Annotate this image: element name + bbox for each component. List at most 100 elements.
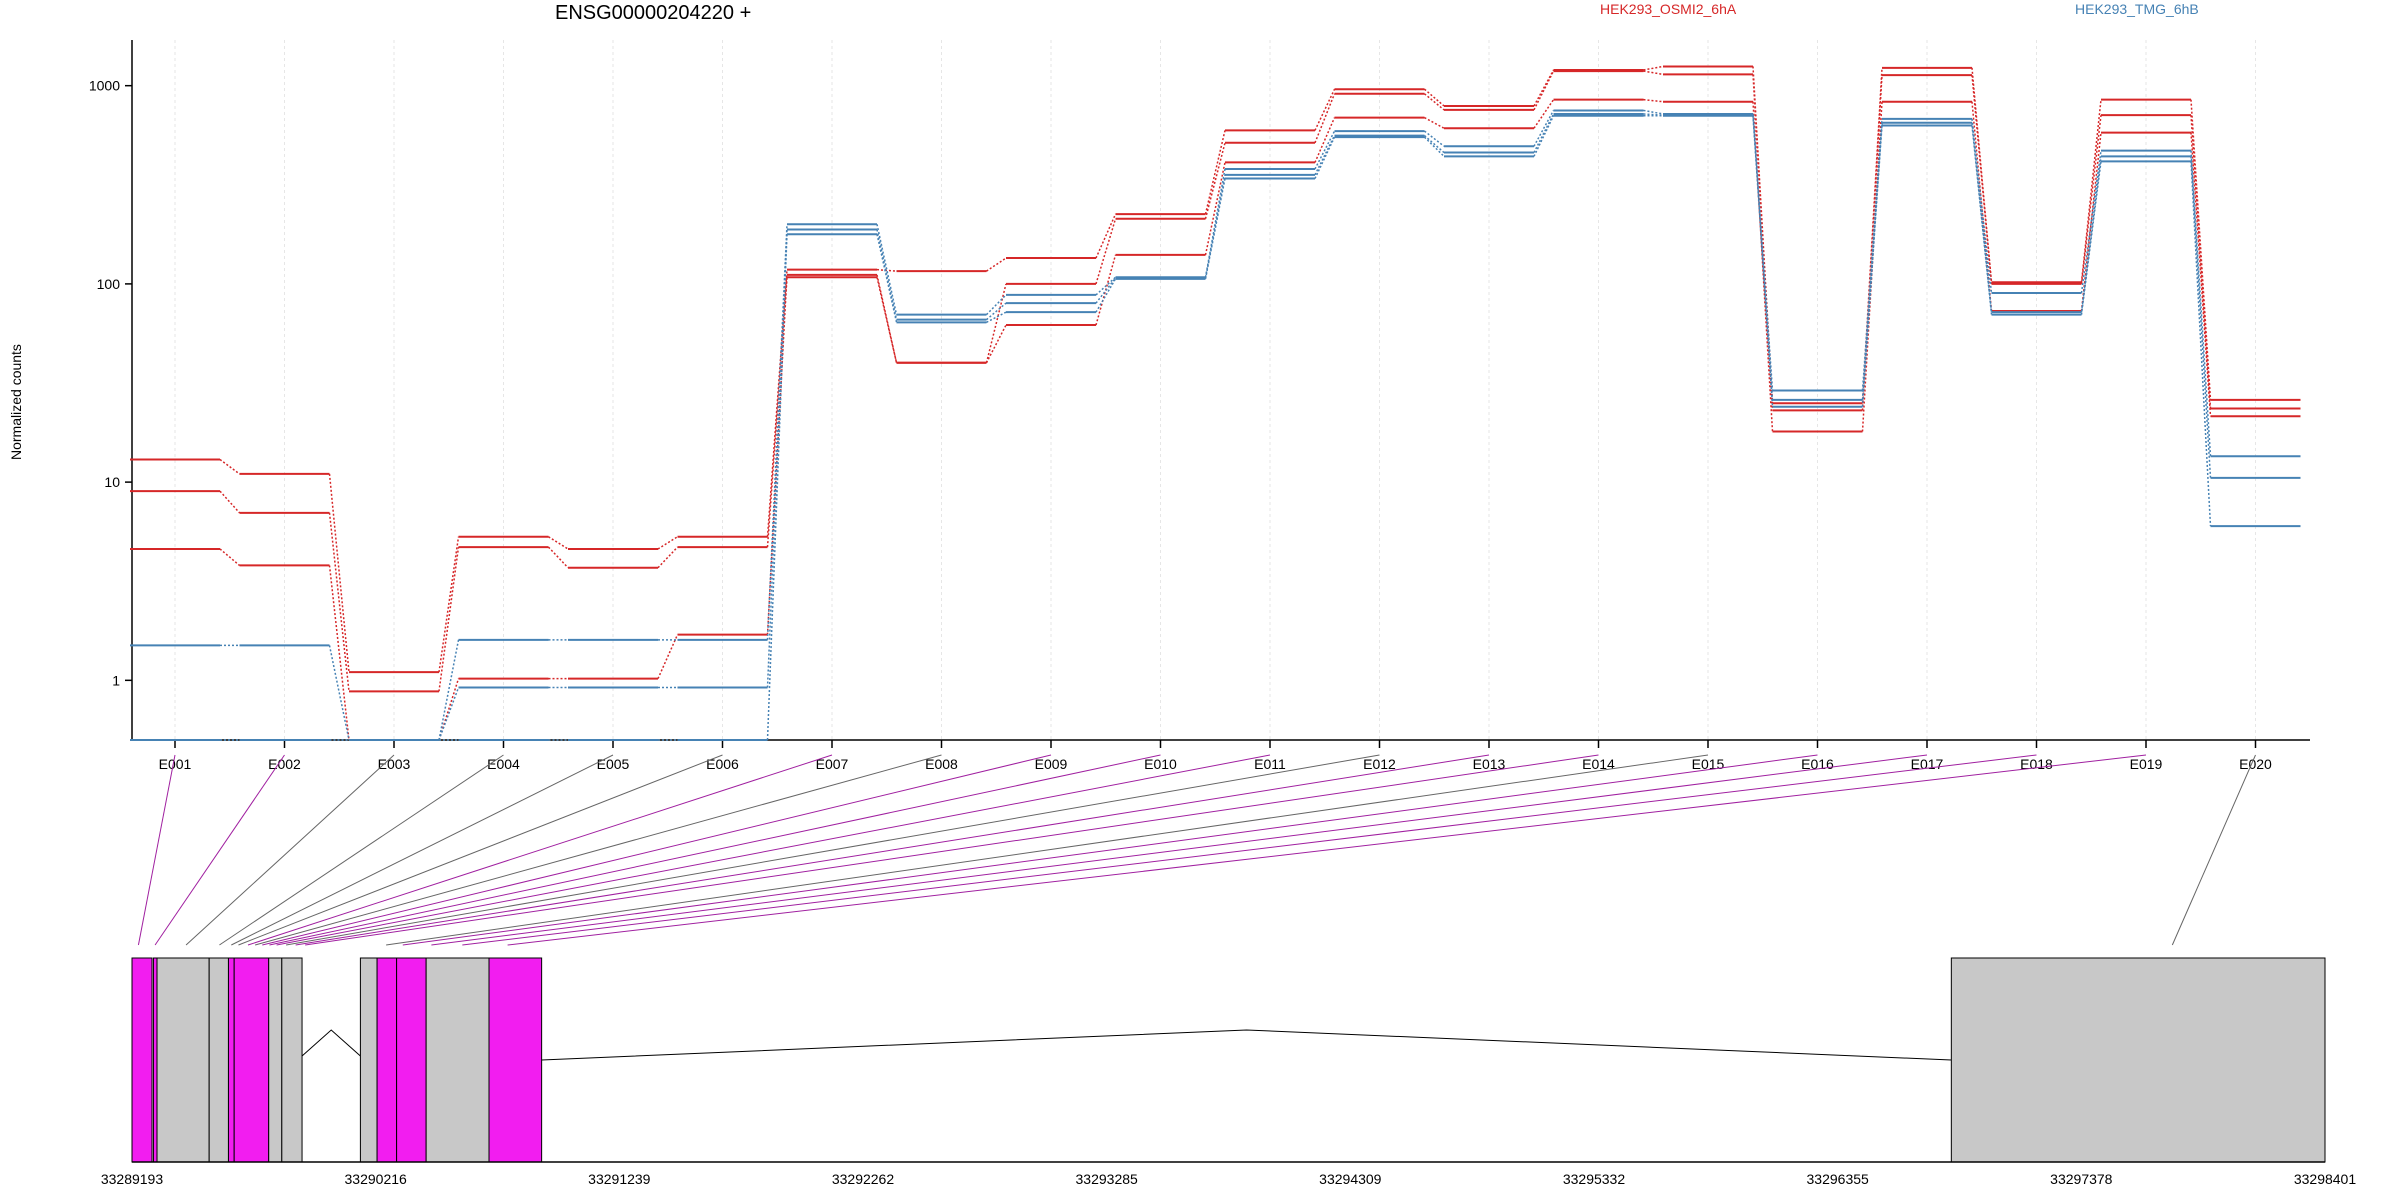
exon-connector — [386, 754, 1709, 946]
series-0-connector — [328, 473, 350, 673]
exon-connector — [2171, 754, 2256, 946]
legend-item-tmg: HEK293_TMG_6hB — [2075, 1, 2199, 17]
y-axis-label: Normalized counts — [8, 344, 24, 460]
exon-block — [152, 957, 158, 1163]
series-0-connector — [438, 536, 460, 673]
series-5-connector — [2080, 161, 2102, 315]
series-4-connector — [986, 302, 1007, 321]
series-3-connector — [438, 639, 460, 741]
series-0-connector — [1204, 130, 1226, 215]
exon-block — [131, 957, 153, 1163]
x-tick-label: E012 — [1363, 756, 1396, 772]
genome-tick-label: 33296355 — [1807, 1171, 1870, 1187]
exon-connector — [462, 754, 2037, 946]
series-5-connector — [876, 234, 898, 323]
series-3-connector — [985, 294, 1007, 316]
series-2-connector — [2080, 132, 2102, 312]
exon-block — [376, 957, 398, 1163]
exon-connector — [402, 754, 1818, 946]
genome-tick-label: 33292262 — [832, 1171, 895, 1187]
y-tick-label: 100 — [97, 276, 121, 292]
exon-block — [396, 957, 427, 1163]
exon-connector — [254, 754, 942, 946]
genome-tick-label: 33293285 — [1076, 1171, 1139, 1187]
exon-connector — [262, 754, 1052, 946]
exon-connector — [305, 754, 1599, 946]
series-0-connector — [1424, 88, 1445, 107]
x-tick-label: E016 — [1801, 756, 1834, 772]
exon-block — [281, 957, 303, 1163]
series-1-connector — [1314, 93, 1336, 144]
exon-block — [359, 957, 378, 1163]
genome-tick-label: 33294309 — [1319, 1171, 1382, 1187]
series-3-connector — [1643, 109, 1664, 115]
series-2-connector — [1314, 117, 1336, 163]
x-tick-label: E010 — [1144, 756, 1177, 772]
exon-connector — [238, 754, 723, 946]
series-1-connector — [1204, 142, 1226, 219]
y-tick-label: 1 — [112, 672, 120, 688]
series-2-connector — [1533, 99, 1555, 129]
legend-item-osmi2: HEK293_OSMI2_6hA — [1600, 1, 1737, 17]
series-0-connector — [1533, 69, 1555, 107]
series-4-connector — [1533, 113, 1555, 153]
x-tick-label: E009 — [1035, 756, 1068, 772]
series-3-connector — [876, 224, 898, 315]
series-5-connector — [2190, 161, 2212, 527]
series-2-connector — [219, 548, 240, 566]
genome-tick-label: 33291239 — [588, 1171, 651, 1187]
genome-tick-label: 33289193 — [101, 1171, 164, 1187]
x-tick-label: E018 — [2020, 756, 2053, 772]
x-tick-label: E017 — [1911, 756, 1944, 772]
series-2-connector — [438, 678, 460, 741]
y-tick-label: 10 — [104, 474, 120, 490]
series-2-connector — [876, 274, 898, 363]
x-tick-label: E011 — [1254, 756, 1286, 772]
exon-block — [488, 957, 543, 1163]
series-1-connector — [2080, 115, 2102, 284]
series-4-connector — [438, 687, 460, 741]
x-tick-label: E015 — [1692, 756, 1725, 772]
series-5-connector — [766, 234, 788, 741]
series-5-connector — [1314, 136, 1336, 179]
series-1-connector — [328, 512, 350, 692]
series-3-connector — [2190, 150, 2212, 457]
series-0-connector — [1643, 65, 1664, 71]
x-tick-label: E005 — [597, 756, 630, 772]
series-5-connector — [1752, 115, 1774, 407]
series-4-connector — [1424, 135, 1445, 154]
series-2-connector — [1204, 162, 1226, 256]
x-tick-label: E002 — [268, 756, 301, 772]
exon-connector — [137, 754, 176, 946]
exon-block — [208, 957, 229, 1163]
series-4-connector — [1095, 277, 1117, 304]
series-0-connector — [1095, 213, 1117, 259]
series-3-connector — [328, 645, 350, 741]
genome-tick-label: 33297378 — [2050, 1171, 2113, 1187]
series-4-connector — [1643, 113, 1664, 116]
series-2-connector — [328, 565, 350, 741]
series-1-connector — [1971, 75, 1993, 284]
x-tick-label: E013 — [1473, 756, 1506, 772]
intron-line — [541, 1029, 1952, 1061]
series-1-connector — [1643, 70, 1664, 76]
exon-connector — [154, 754, 285, 946]
exon-connector — [185, 754, 395, 946]
chart-title: ENSG00000204220 + — [555, 2, 752, 24]
genome-tick-label: 33295332 — [1563, 1171, 1626, 1187]
series-3-connector — [1314, 130, 1336, 170]
exon-block — [233, 957, 270, 1163]
exon-connector — [231, 754, 614, 946]
series-0-connector — [657, 536, 678, 550]
series-4-connector — [2190, 156, 2212, 478]
series-5-connector — [1861, 125, 1883, 407]
series-1-connector — [876, 277, 898, 363]
x-tick-label: E003 — [378, 756, 411, 772]
series-2-connector — [1752, 101, 1774, 432]
series-5-connector — [1204, 178, 1226, 280]
series-0-connector — [876, 268, 897, 272]
series-0-connector — [219, 458, 240, 475]
series-2-connector — [657, 634, 679, 679]
intron-line — [301, 1029, 361, 1057]
exon-block — [268, 957, 283, 1163]
